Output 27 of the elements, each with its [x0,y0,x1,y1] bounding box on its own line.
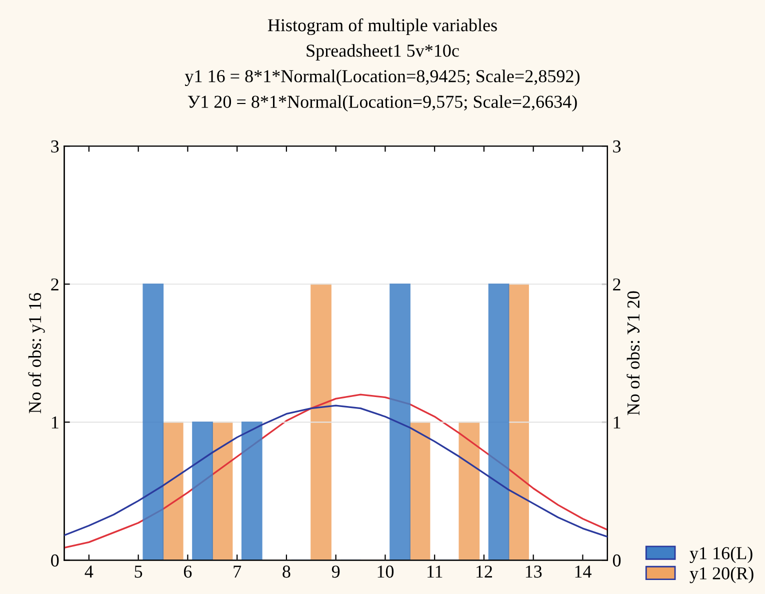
x-tick-label: 10 [378,566,394,578]
legend-label: y1 16(L) [690,546,752,564]
y-axis-title: No of obs: y1 16 [28,292,45,414]
text: У1 20 = 8*1*Normal(Location=9,575; Scale=2,6634) [188,95,577,112]
x-tick-label: 9 [332,566,340,578]
legend-label: y1 20(R) [690,566,754,584]
y2-axis-title: No of obs: У1 20 [626,291,640,416]
y-tick-label: 2 [51,278,58,290]
chart-subtitle: Spreadsheet1 5v*10c [306,44,459,60]
x-tick-label: 14 [575,566,592,578]
x-tick-label: 7 [234,566,242,578]
y2-tick-label: 1 [614,416,620,428]
x-tick-label: 12 [476,566,492,578]
x-tick-label: 5 [134,566,142,578]
x-tick-label: 6 [184,566,192,578]
x-tick-label: 4 [84,566,94,578]
y-tick-label: 1 [52,416,58,428]
y2-tick-label: 0 [612,554,621,567]
y2-tick-label: 3 [613,140,621,153]
y-tick-label: 0 [51,554,59,567]
x-tick-label: 13 [526,566,542,578]
y2-tick-label: 2 [613,278,620,290]
y-tick-label: 3 [51,140,59,153]
chart-title: Histogram of multiple variables [268,18,497,36]
x-tick-label: 8 [282,566,290,578]
text: y1 16 = 8*1*Normal(Location=8,9425; Scale=2,8592) [184,70,580,86]
x-tick-label: 11 [427,566,442,578]
